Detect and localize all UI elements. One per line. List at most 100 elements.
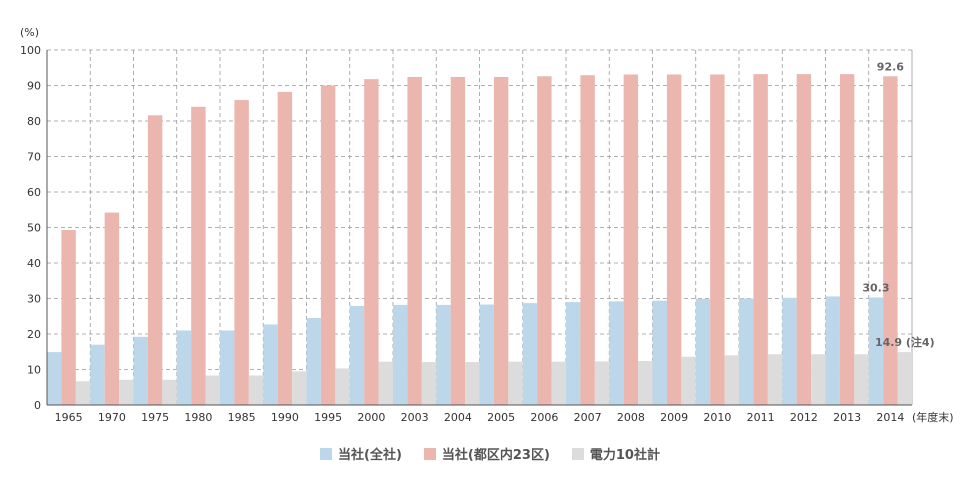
y-tick-label: 50 — [27, 222, 41, 235]
data-label-annotation: 92.6 — [877, 60, 904, 73]
x-tick-label: 2005 — [487, 411, 515, 424]
x-tick-label: 1965 — [55, 411, 83, 424]
bar-2-1965 — [75, 381, 91, 405]
x-tick-label: 2007 — [574, 411, 602, 424]
y-tick-label: 70 — [27, 151, 41, 164]
bar-0-2013 — [825, 296, 840, 405]
chart-axes: 0 10 20 30 40 50 60 70 80 90 100 1965 1970 1975 1980 19… — [20, 44, 935, 424]
x-tick-label: 1980 — [184, 411, 212, 424]
x-tick-label: 2009 — [660, 411, 688, 424]
x-tick-label: 1975 — [141, 411, 169, 424]
x-tick-label: 2006 — [530, 411, 558, 424]
bar-2-1975 — [162, 379, 177, 405]
x-tick-label: 1995 — [314, 411, 342, 424]
bar-2-2009 — [681, 356, 696, 405]
bar-1-2013 — [839, 74, 855, 405]
bar-0-2009 — [652, 300, 667, 405]
bar-2-2013 — [854, 354, 869, 405]
x-tick-label: 2011 — [747, 411, 775, 424]
bar-2-2014 — [897, 352, 912, 405]
bar-0-2004 — [436, 304, 451, 405]
bar-0-1980 — [176, 330, 192, 405]
data-label-annotation: 30.3 — [862, 281, 889, 294]
bar-0-1995 — [306, 318, 321, 405]
x-tick-label: 2012 — [790, 411, 818, 424]
bar-1-2004 — [450, 76, 466, 405]
bar-0-2014 — [868, 297, 884, 405]
bar-1-2009 — [666, 74, 682, 406]
bar-chart: 0 10 20 30 40 50 60 70 80 90 100 1965 1970 1975 1980 19… — [20, 26, 954, 424]
bar-1-1965 — [61, 229, 76, 405]
bar-1-1970 — [104, 212, 120, 405]
legend-label-23-wards: 当社(都区内23区) — [441, 448, 550, 463]
bar-2-2004 — [465, 362, 480, 405]
x-tick-label: 1990 — [271, 411, 299, 424]
bar-0-2007 — [566, 302, 581, 405]
bar-0-2003 — [393, 304, 408, 405]
bar-0-2012 — [782, 297, 797, 405]
x-tick-label: 2013 — [833, 411, 861, 424]
bar-2-2000 — [378, 361, 393, 405]
bar-0-1990 — [263, 324, 278, 405]
legend-item-company: 当社(全社) — [320, 444, 402, 463]
y-tick-label: 90 — [27, 80, 41, 93]
bar-0-1970 — [90, 344, 105, 405]
bar-0-1965 — [47, 352, 62, 405]
bar-2-2012 — [811, 354, 826, 405]
legend-item-10-companies: 電力10社計 — [571, 444, 660, 463]
bar-0-2005 — [479, 304, 494, 405]
x-tick-label: 2004 — [444, 411, 472, 424]
bar-1-2012 — [796, 74, 812, 405]
y-tick-label: 20 — [27, 328, 41, 341]
legend-swatch-10-companies — [571, 447, 584, 460]
bar-1-2007 — [580, 75, 595, 405]
legend-item-23-wards: 当社(都区内23区) — [423, 444, 550, 463]
bar-2-1980 — [205, 375, 220, 405]
bar-1-2006 — [537, 76, 552, 406]
bar-2-1985 — [248, 375, 264, 405]
y-tick-label: 0 — [34, 399, 41, 412]
x-tick-label: 2000 — [357, 411, 385, 424]
x-tick-label: 1970 — [98, 411, 126, 424]
bar-2-2003 — [421, 362, 437, 405]
bar-1-1995 — [320, 85, 336, 405]
y-tick-label: 60 — [27, 186, 41, 199]
chart-legend: 当社(全社) 当社(都区内23区) 電力10社計 — [0, 444, 980, 463]
bar-0-1975 — [133, 336, 148, 405]
bar-0-2008 — [609, 301, 624, 405]
bar-0-2010 — [695, 298, 711, 405]
x-tick-label: 1985 — [228, 411, 256, 424]
legend-swatch-company — [320, 447, 333, 460]
bar-1-1985 — [234, 100, 249, 406]
y-tick-label: 40 — [27, 257, 41, 270]
bar-1-2005 — [493, 76, 509, 405]
y-tick-label: 10 — [27, 364, 41, 377]
bar-2-1990 — [292, 371, 307, 405]
bar-1-2000 — [364, 79, 379, 406]
chart-bars — [47, 74, 912, 406]
bar-0-2006 — [522, 303, 538, 405]
bar-2-1995 — [335, 368, 350, 405]
bar-2-2008 — [638, 360, 653, 405]
bar-1-1980 — [191, 106, 206, 406]
bar-2-2011 — [767, 354, 783, 405]
legend-swatch-23-wards — [423, 447, 436, 460]
y-axis-unit: (%) — [20, 26, 39, 39]
x-axis-unit: (年度末) — [912, 410, 954, 424]
bar-1-1975 — [147, 115, 163, 405]
bar-2-2010 — [724, 355, 739, 405]
y-tick-label: 30 — [27, 293, 41, 306]
bar-1-2010 — [710, 74, 725, 406]
bar-1-2011 — [753, 74, 768, 405]
bar-1-2003 — [407, 76, 422, 405]
bar-0-1985 — [220, 330, 235, 405]
bar-2-2005 — [508, 361, 523, 405]
bar-1-1990 — [277, 91, 293, 405]
bar-2-2006 — [551, 361, 566, 405]
x-tick-label: 2014 — [876, 411, 904, 424]
bar-1-2008 — [623, 74, 639, 406]
bar-1-2014 — [883, 76, 898, 406]
bar-2-2007 — [594, 361, 610, 405]
y-tick-label: 100 — [20, 44, 41, 57]
